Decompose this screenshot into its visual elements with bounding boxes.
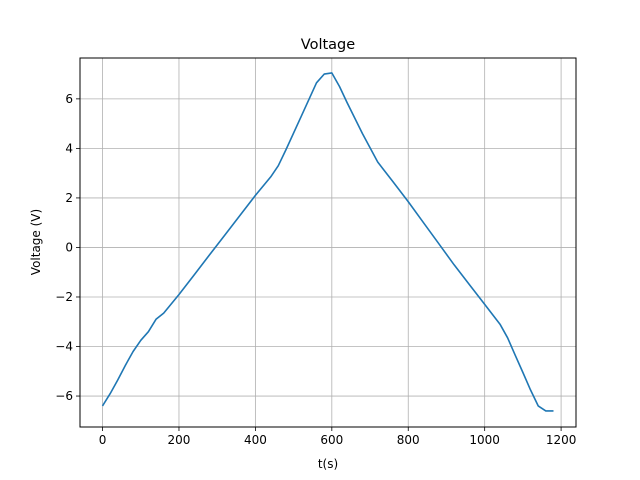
x-tick-label: 200 bbox=[168, 433, 191, 447]
y-tick-label: −2 bbox=[55, 290, 73, 304]
chart-title: Voltage bbox=[301, 37, 355, 53]
series-group bbox=[101, 72, 554, 412]
x-tick-label: 0 bbox=[99, 433, 107, 447]
x-tick-label: 800 bbox=[397, 433, 420, 447]
y-tick-label: −6 bbox=[55, 389, 73, 403]
plot-frame bbox=[79, 57, 577, 428]
x-tick-label: 400 bbox=[244, 433, 267, 447]
x-tick-label: 1000 bbox=[469, 433, 500, 447]
y-tick-label: 6 bbox=[65, 92, 73, 106]
x-tick-label: 1200 bbox=[546, 433, 577, 447]
y-tick-label: −4 bbox=[55, 340, 73, 354]
y-tick-label: 0 bbox=[65, 240, 73, 254]
x-axis-label: t(s) bbox=[318, 457, 338, 471]
y-axis-ticks: −6 −4 −2 0 2 4 6 bbox=[55, 92, 80, 403]
y-tick-label: 2 bbox=[65, 191, 73, 205]
x-axis-ticks: 0 200 400 600 800 1000 1200 bbox=[99, 427, 577, 447]
y-tick-label: 4 bbox=[65, 141, 73, 155]
grid-lines bbox=[80, 58, 576, 427]
y-axis-label: Voltage (V) bbox=[29, 209, 43, 275]
x-tick-label: 600 bbox=[320, 433, 343, 447]
voltage-series-line bbox=[101, 72, 554, 412]
